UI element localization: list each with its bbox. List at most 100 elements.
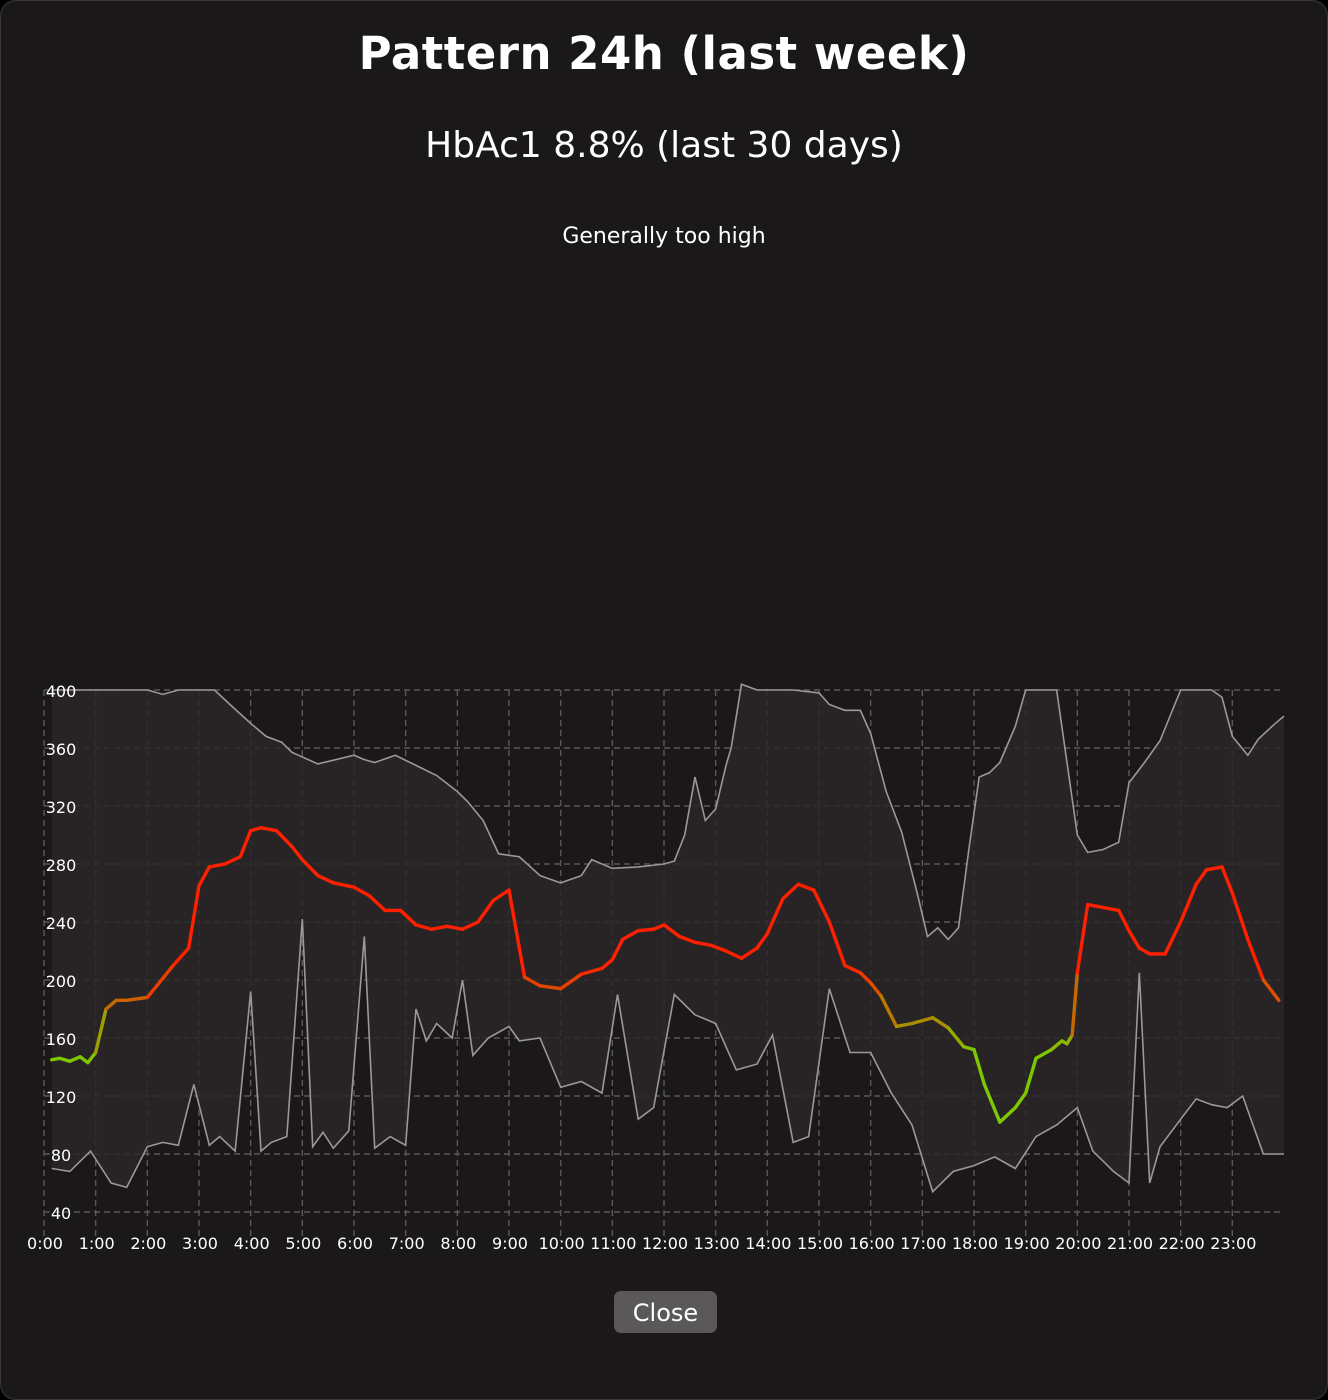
x-tick-label-0: 0:00 [27, 1234, 63, 1253]
average-segment-44 [677, 934, 697, 944]
average-segment-9 [145, 963, 175, 1000]
average-segment-31 [476, 898, 496, 924]
x-tick-label-15: 15:00 [797, 1234, 843, 1253]
average-segment-69 [1023, 1056, 1038, 1095]
x-tick-label-14: 14:00 [745, 1234, 791, 1253]
average-segment-82 [1163, 920, 1183, 956]
average-segment-55 [843, 963, 863, 975]
x-tick-label-20: 20:00 [1055, 1234, 1101, 1253]
average-segment-5 [93, 1007, 108, 1055]
average-segment-53 [812, 888, 832, 924]
average-segment-22 [331, 881, 356, 889]
x-tick-label-17: 17:00 [900, 1234, 946, 1253]
x-tick-label-22: 22:00 [1159, 1234, 1205, 1253]
x-tick-label-9: 9:00 [492, 1234, 528, 1253]
average-segment-20 [300, 857, 320, 878]
average-segment-83 [1178, 882, 1198, 924]
average-segment-59 [894, 1021, 914, 1029]
average-segment-39 [610, 937, 625, 962]
average-segment-79 [1127, 929, 1142, 950]
y-tick-label-80: 80 [51, 1146, 71, 1165]
min-line [51, 919, 1284, 1194]
average-segment-37 [579, 966, 604, 976]
average-segment-43 [662, 923, 682, 939]
average-segment-51 [781, 882, 801, 901]
range-band [51, 684, 1284, 1192]
average-segment-88 [1246, 937, 1266, 982]
average-segment-26 [398, 908, 418, 927]
average-segment-76 [1085, 902, 1105, 910]
average-segment-18 [274, 828, 294, 849]
x-tick-label-18: 18:00 [952, 1234, 998, 1253]
dialog-title: Pattern 24h (last week) [358, 27, 970, 80]
average-segment-16 [248, 826, 263, 833]
assessment-text: Generally too high [562, 224, 766, 249]
average-segment-70 [1034, 1047, 1054, 1061]
average-segment-67 [998, 1105, 1018, 1124]
average-segment-40 [620, 929, 640, 942]
close-button[interactable]: Close [614, 1291, 717, 1333]
average-segment-60 [910, 1018, 925, 1026]
average-segment-35 [538, 984, 563, 991]
average-segment-36 [558, 972, 584, 991]
x-tick-label-21: 21:00 [1107, 1234, 1153, 1253]
x-tick-label-2: 2:00 [130, 1234, 166, 1253]
average-segment-56 [858, 971, 873, 985]
y-tick-label-240: 240 [46, 914, 77, 933]
average-segment-15 [238, 828, 253, 859]
average-segment-84 [1194, 868, 1209, 886]
average-segment-87 [1230, 891, 1250, 942]
average-segment-33 [507, 888, 527, 979]
average-segment-32 [491, 888, 511, 902]
average-segment-38 [600, 958, 615, 971]
average-segment-71 [1049, 1039, 1064, 1052]
average-segment-50 [765, 897, 785, 936]
max-line [51, 683, 1285, 941]
average-segment-85 [1204, 865, 1224, 872]
average-segment-6 [104, 998, 119, 1011]
y-tick-label-160: 160 [46, 1030, 77, 1049]
x-tick-label-13: 13:00 [694, 1234, 740, 1253]
average-segment-62 [930, 1016, 950, 1030]
average-segment-11 [186, 884, 201, 950]
average-segment-30 [460, 920, 480, 931]
average-segment-61 [920, 1016, 935, 1023]
average-segment-8 [124, 995, 150, 1002]
average-segment-29 [445, 924, 465, 931]
average-segment-23 [352, 885, 372, 898]
x-tick-label-16: 16:00 [849, 1234, 895, 1253]
average-segment-19 [290, 844, 305, 862]
x-tick-label-12: 12:00 [642, 1234, 688, 1253]
y-tick-label-200: 200 [46, 972, 77, 991]
average-segment-17 [259, 826, 279, 833]
average-segment-77 [1101, 905, 1121, 913]
average-segment-78 [1116, 908, 1131, 933]
y-tick-label-360: 360 [46, 740, 77, 759]
average-segment-49 [755, 931, 770, 950]
average-segment-27 [414, 923, 434, 931]
average-segment-57 [868, 981, 883, 998]
average-segment-54 [827, 920, 847, 968]
average-segment-1 [57, 1056, 72, 1063]
average-segment-52 [796, 882, 816, 892]
average-segment-64 [961, 1044, 976, 1052]
average-segment-47 [724, 949, 744, 960]
average-segment-45 [693, 940, 713, 947]
average-segment-58 [879, 994, 899, 1029]
average-segment-86 [1220, 865, 1235, 895]
x-tick-label-8: 8:00 [440, 1234, 476, 1253]
average-segment-68 [1013, 1091, 1028, 1110]
average-segment-10 [171, 946, 191, 968]
average-segment-14 [223, 855, 243, 866]
average-segment-24 [367, 894, 387, 913]
average-segment-4 [86, 1050, 98, 1065]
average-segment-13 [207, 862, 227, 869]
y-tick-label-320: 320 [46, 798, 77, 817]
average-segment-74 [1070, 971, 1080, 1037]
average-segment-34 [522, 975, 542, 988]
y-tick-label-40: 40 [51, 1204, 71, 1223]
x-tick-label-11: 11:00 [590, 1234, 636, 1253]
average-segment-46 [708, 943, 728, 953]
average-segment-12 [197, 865, 212, 888]
